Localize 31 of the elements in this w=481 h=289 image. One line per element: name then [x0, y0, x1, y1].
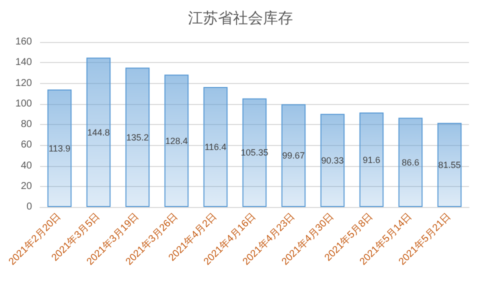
y-tick-label: 120 [15, 78, 32, 89]
bar [203, 86, 228, 207]
data-label: 128.4 [165, 136, 188, 146]
y-tick-label: 60 [20, 140, 32, 151]
bar [86, 58, 111, 207]
bar [47, 90, 72, 207]
data-label: 81.55 [438, 160, 461, 170]
bar [125, 68, 150, 207]
bar [398, 118, 423, 207]
bar [242, 98, 267, 207]
bar [437, 122, 462, 207]
data-label: 91.6 [362, 154, 380, 165]
data-label: 99.67 [282, 150, 305, 161]
bar [359, 112, 384, 207]
data-label: 144.8 [87, 127, 110, 138]
chart-title: 江苏省社会库存 [188, 10, 293, 27]
y-tick-label: 0 [26, 202, 32, 212]
y-tick-label: 40 [20, 160, 32, 172]
data-label: 135.2 [126, 132, 149, 142]
bar [164, 74, 189, 207]
bar [320, 114, 345, 207]
y-tick-label: 80 [20, 119, 32, 130]
data-label: 113.9 [48, 143, 70, 154]
bar [281, 104, 306, 207]
y-tick-label: 160 [15, 36, 32, 48]
data-label: 116.4 [204, 142, 226, 152]
y-tick-label: 140 [15, 57, 32, 68]
data-label: 86.6 [402, 157, 420, 168]
y-tick-label: 20 [20, 180, 32, 192]
data-label: 90.33 [321, 155, 344, 166]
y-tick-label: 100 [15, 98, 32, 110]
